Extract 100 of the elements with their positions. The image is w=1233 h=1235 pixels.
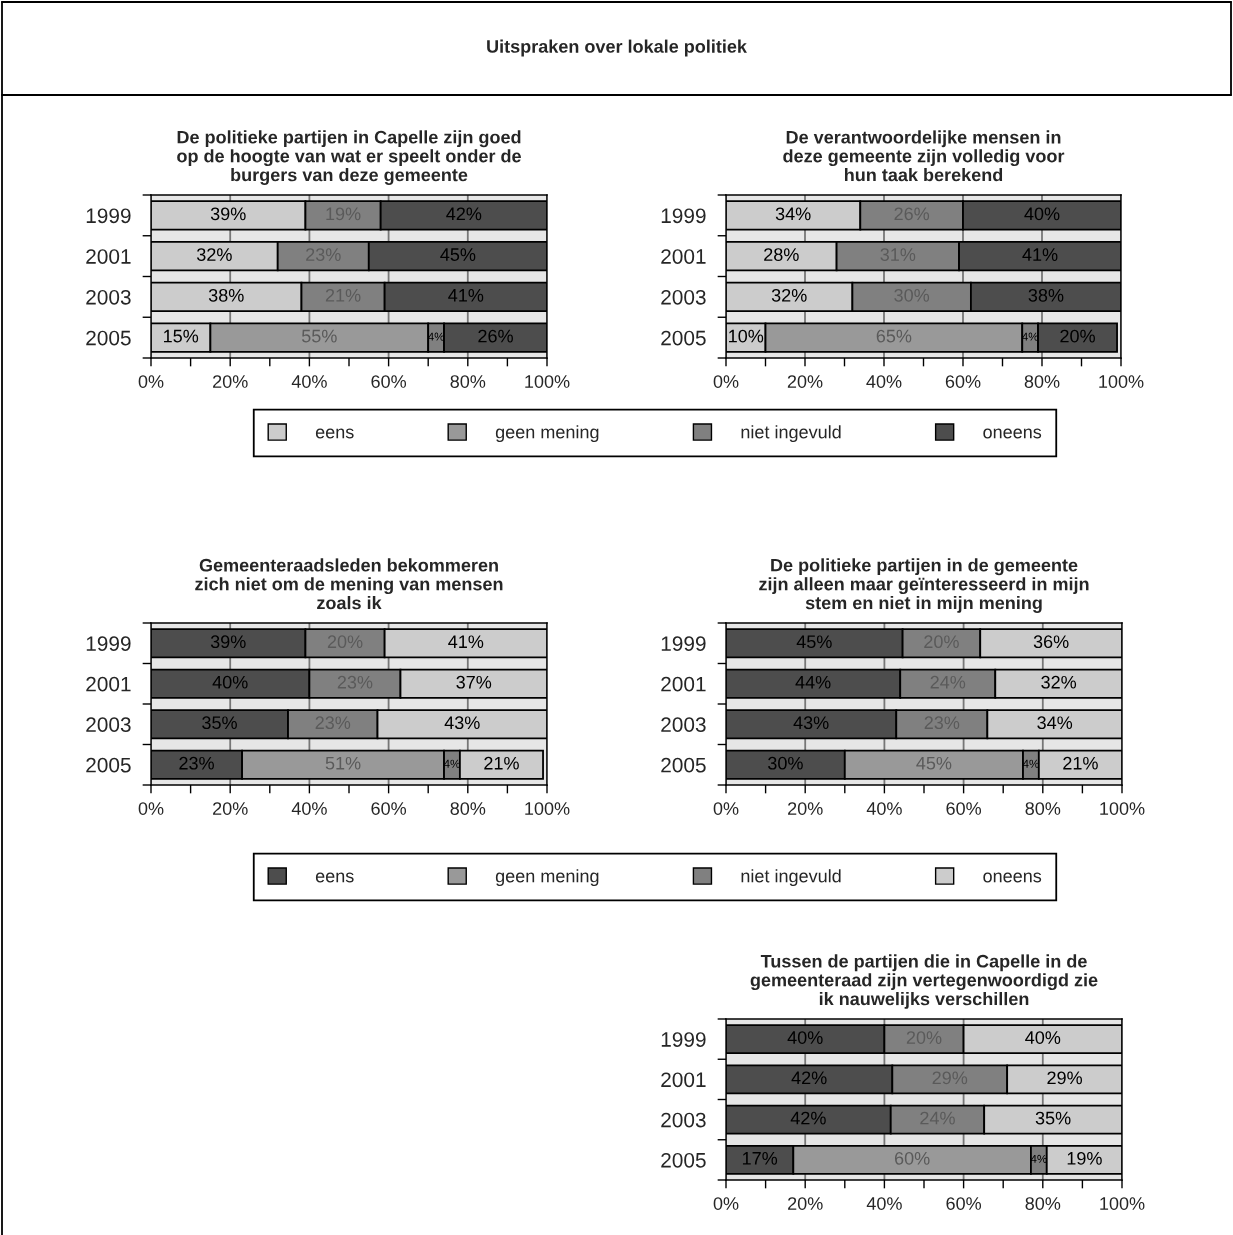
data-label: 42% [791,1071,827,1085]
y-tick-label: 2001 [661,249,706,264]
x-tick-label: 80% [450,802,486,815]
data-label: 34% [1037,716,1073,730]
chart-title: De politieke partijen in de gemeente zijn alleen maar geïnteresseerd in mijn stem en niet in mijn mening [759,558,1089,613]
chart-title: Gemeenteraadsleden bekommeren zich niet om de mening van mensen zoals ik [195,558,503,610]
data-label: 42% [446,207,482,221]
x-tick-label: 0% [713,1197,739,1210]
x-tick-label: 100% [525,375,570,388]
chart-title: De verantwoordelijke mensen in deze gemeente zijn volledig voor hun taak berekend [783,130,1065,182]
x-tick-label: 0% [138,802,164,815]
data-label: 43% [793,716,829,730]
text: Uitspraken over lokale politiek [487,39,747,57]
data-label: 29% [1047,1071,1083,1085]
x-tick-label: 100% [525,802,570,815]
x-tick-label: 40% [291,375,327,388]
data-label: 43% [444,716,480,730]
data-label: 35% [202,716,237,730]
y-tick-label: 2001 [86,249,131,264]
data-label: 17% [742,1152,778,1165]
data-label: 51% [325,756,361,770]
data-label: 15% [164,329,199,343]
data-label: 21% [484,756,519,770]
legend-label: oneens [983,872,1042,883]
data-label: 38% [1028,288,1064,302]
x-tick-label: 80% [450,375,486,388]
x-tick-label: 100% [1100,1197,1145,1210]
y-tick-label: 2001 [661,676,706,692]
x-tick-label: 20% [213,802,248,815]
x-tick-label: 40% [866,1197,902,1210]
data-label: 10% [729,329,764,343]
y-tick-label: 1999 [86,636,131,651]
y-tick-label: 2001 [661,1072,706,1088]
legend-label: niet ingevuld [741,869,841,887]
x-tick-label: 0% [138,375,164,388]
x-tick-label: 60% [946,802,982,815]
x-tick-label: 60% [371,802,407,815]
data-label: 45% [440,248,476,261]
data-label: 35% [1035,1111,1071,1125]
y-tick-label: 1999 [661,636,706,651]
x-tick-label: 100% [1100,802,1145,815]
data-label: 41% [448,635,484,649]
legend-label: niet ingevuld [741,425,841,443]
x-tick-label: 80% [1024,375,1060,388]
y-tick-label: 1999 [86,208,131,224]
legend-label: oneens [983,428,1042,439]
x-tick-label: 0% [713,375,739,388]
y-tick-label: 2003 [661,289,706,305]
x-tick-label: 20% [213,375,248,388]
data-label: 60% [894,1151,930,1165]
data-label: 32% [771,288,807,302]
data-label: 30% [768,756,803,770]
data-label: 32% [196,248,232,261]
x-tick-label: 20% [787,375,823,388]
y-tick-label: 2003 [86,289,131,305]
data-label: 41% [1022,248,1058,261]
legend-label: eens [315,428,354,439]
data-label: 40% [1024,207,1060,221]
data-label: 34% [775,207,811,221]
x-tick-label: 0% [713,802,739,815]
data-label: 23% [179,756,214,770]
data-label: 38% [208,288,244,302]
x-tick-label: 20% [788,1197,823,1210]
y-tick-label: 2005 [86,757,131,773]
data-label: 20% [1060,329,1095,343]
y-tick-label: 1999 [661,208,706,224]
y-tick-label: 2003 [661,717,706,732]
data-label: 42% [790,1111,826,1125]
x-tick-label: 40% [866,375,902,388]
data-label: 39% [210,635,246,649]
data-label: 45% [796,635,832,649]
y-tick-label: 2001 [86,676,131,692]
y-tick-label: 2005 [661,757,706,773]
data-label: 26% [478,329,513,343]
legend-label: geen mening [495,869,599,887]
legend-label: geen mening [495,425,599,443]
chart-title: Tussen de partijen die in Capelle in de gemeenteraad zijn vertegenwoordigd zie ik nauwelijks verschillen [750,954,1098,1009]
y-tick-label: 1999 [661,1032,706,1047]
data-label: 55% [301,329,337,343]
y-tick-label: 2003 [661,1112,706,1128]
chart-title: De politieke partijen in Capelle zijn goed op de hoogte van wat er speelt onder de burgers van deze gemeente [177,130,521,185]
data-label: 39% [210,207,246,221]
data-label: 65% [876,329,912,343]
x-tick-label: 40% [866,802,902,815]
x-tick-label: 60% [946,1197,982,1210]
data-label: 28% [764,248,799,261]
data-label: 44% [795,675,831,689]
x-tick-label: 60% [945,375,981,388]
data-label: 36% [1033,635,1069,649]
y-tick-label: 2003 [86,717,131,732]
x-tick-label: 80% [1025,802,1061,815]
data-label: 41% [448,289,484,302]
data-label: 19% [1067,1151,1102,1165]
data-label: 40% [1025,1031,1061,1044]
legend-label: eens [315,872,354,883]
data-label: 21% [1063,756,1098,770]
x-tick-label: 40% [291,802,327,815]
data-label: 37% [456,675,492,689]
x-tick-label: 80% [1025,1197,1061,1210]
data-label: 40% [787,1031,823,1044]
